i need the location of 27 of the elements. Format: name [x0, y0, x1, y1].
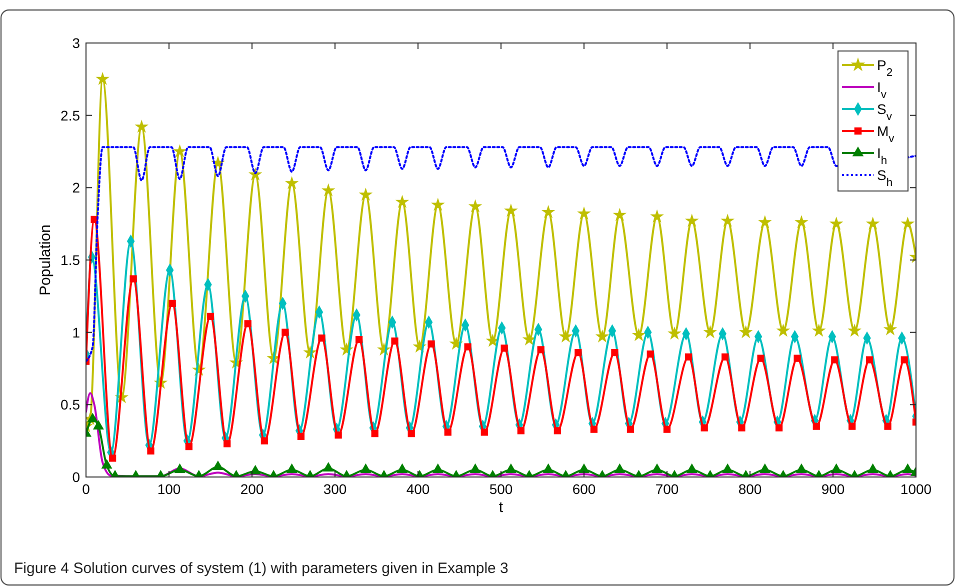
- x-tick-label: 100: [157, 481, 181, 497]
- y-tick-label: 2: [72, 180, 80, 196]
- x-tick-label: 800: [738, 481, 762, 497]
- legend-label: S$_{h}$: [877, 167, 893, 189]
- legend-label: I$_{v}$: [877, 79, 887, 101]
- x-tick-label: 200: [240, 481, 264, 497]
- y-tick-label: 1: [72, 324, 80, 340]
- legend-label: M$_{v}$: [877, 123, 895, 145]
- x-tick-label: 0: [82, 481, 90, 497]
- x-tick-label: 400: [406, 481, 430, 497]
- x-tick-label: 900: [821, 481, 845, 497]
- x-tick-label: 300: [323, 481, 347, 497]
- legend-label: P$_{2}$: [877, 57, 893, 79]
- y-tick-label: 0: [72, 469, 80, 485]
- x-tick-label: 1000: [900, 481, 932, 497]
- x-tick-label: 500: [489, 481, 513, 497]
- x-axis-title: t: [498, 499, 504, 516]
- y-tick-label: 2.5: [60, 107, 80, 124]
- y-tick-label: 1.5: [60, 252, 80, 268]
- legend-label: S$_{v}$: [877, 101, 892, 123]
- x-tick-label: 600: [572, 481, 596, 497]
- caption: Figure 4 Solution curves of system (1) with parameters given in Example 3: [14, 560, 508, 577]
- y-axis-title: Population: [37, 224, 54, 296]
- x-tick-label: 700: [655, 481, 679, 497]
- y-tick-label: 3: [72, 35, 80, 51]
- legend-label: I$_{h}$: [877, 145, 888, 167]
- y-tick-label: 0.5: [60, 396, 80, 413]
